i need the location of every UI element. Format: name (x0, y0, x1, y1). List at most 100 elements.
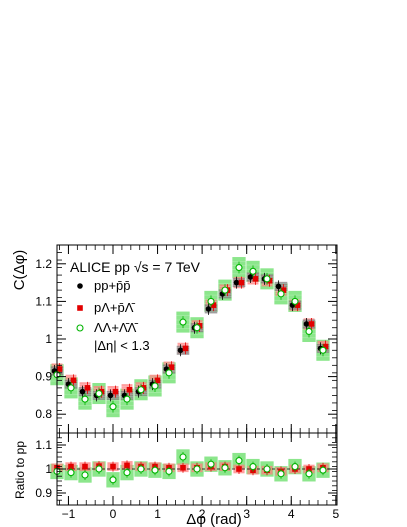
main-point-series2 (81, 395, 89, 403)
legend: pp+p̄p̄ pΛ+p̄Λ̄ ΛΛ+Λ̄Λ̄ (76, 278, 138, 335)
experiment-annotation: ALICE pp √s = 7 TeV (70, 259, 201, 275)
ratio-point-series1 (263, 465, 271, 473)
x-tick-label: 4 (288, 507, 295, 521)
main-point-series1 (322, 343, 329, 350)
y-tick-label: 1.1 (35, 438, 52, 452)
ratio-point-series1 (179, 453, 187, 461)
main-point-series1 (70, 377, 77, 384)
main-point-series2 (165, 369, 173, 377)
main-point-series1 (238, 279, 245, 286)
x-axis-label: Δφ (rad) (186, 511, 242, 527)
y-tick-label: 1.2 (35, 257, 52, 271)
main-point-series2 (179, 318, 187, 326)
main-point-series0 (107, 392, 114, 399)
legend-marker-series0 (77, 283, 83, 289)
main-point-series0 (303, 321, 310, 327)
ratio-point-series0 (82, 463, 88, 470)
y-tick-label: 0.8 (35, 407, 52, 421)
main-point-series2 (207, 297, 215, 305)
ratio-point-series0 (124, 462, 130, 469)
main-point-series0 (247, 274, 254, 280)
ratio-point-series0 (68, 463, 74, 470)
axes-ticks: 0.8 0.9 1 1.1 1.2 0.9 1 1.1 −1 0 1 2 3 4 5 (35, 244, 339, 521)
y-tick-label: 1 (45, 462, 52, 476)
main-point-series0 (177, 347, 184, 354)
ratio-point-series1 (151, 466, 159, 474)
ratio-point-series1 (95, 465, 103, 473)
main-point-series2 (137, 386, 145, 394)
main-point-series1 (168, 364, 175, 370)
main-point-series2 (235, 264, 243, 272)
ratio-systematic-bands (50, 449, 330, 488)
main-point-series2 (109, 403, 117, 411)
main-point-series2 (305, 327, 313, 336)
main-point-series1 (84, 385, 91, 391)
main-point-series1 (210, 302, 217, 308)
main-point-series1 (182, 345, 189, 352)
main-point-series2 (221, 286, 229, 294)
main-point-series1 (154, 377, 161, 384)
y-tick-label: 1 (45, 332, 52, 346)
main-data-points (51, 261, 329, 413)
main-point-series1 (112, 388, 119, 395)
ratio-point-series0 (180, 465, 186, 471)
main-point-series2 (193, 324, 201, 332)
x-tick-label: 1 (154, 507, 161, 521)
main-point-series2 (123, 395, 131, 403)
ratio-y-axis-label: Ratio to pp (13, 441, 27, 499)
main-point-series1 (126, 386, 133, 393)
main-point-series2 (249, 267, 257, 275)
main-point-series2 (95, 389, 103, 398)
x-tick-label: 0 (110, 507, 117, 521)
ratio-point-series1 (193, 465, 201, 473)
ratio-point-series1 (277, 470, 285, 478)
legend-marker-series1 (77, 305, 83, 311)
main-point-series1 (280, 287, 287, 293)
main-y-axis-label: C(Δφ) (11, 250, 28, 291)
ratio-point-series1 (109, 476, 117, 484)
legend-label-series0: pp+p̄p̄ (94, 278, 131, 293)
ratio-point-series1 (81, 471, 89, 479)
ratio-point-series1 (319, 466, 327, 474)
ratio-point-series1 (249, 463, 257, 471)
ratio-point-series1 (137, 465, 145, 473)
ratio-point-series1 (165, 467, 173, 475)
main-point-series1 (294, 302, 301, 308)
main-point-series1 (308, 321, 315, 327)
ratio-data-points (53, 452, 337, 485)
x-tick-label: 3 (243, 507, 250, 521)
ratio-point-series1 (291, 463, 299, 471)
ratio-point-series1 (123, 469, 131, 477)
ratio-point-series0 (110, 463, 116, 470)
legend-label-series1: pΛ+p̄Λ̄ (94, 300, 135, 315)
main-point-series1 (56, 366, 63, 372)
main-point-series2 (277, 290, 285, 298)
x-tick-label: 2 (199, 507, 206, 521)
y-tick-label: 1.1 (35, 294, 52, 308)
main-point-series1 (252, 276, 259, 282)
x-tick-label: 5 (332, 507, 339, 521)
main-point-series0 (275, 283, 282, 290)
legend-marker-series2 (76, 324, 84, 332)
main-point-series2 (319, 346, 327, 354)
main-systematic-bands (50, 257, 330, 418)
y-tick-label: 0.9 (35, 486, 52, 500)
ratio-point-series1 (67, 469, 75, 477)
legend-label-series2: ΛΛ+Λ̄Λ̄ (94, 320, 138, 335)
main-point-series2 (263, 275, 271, 283)
ratio-point-series1 (221, 464, 229, 472)
ratio-point-series1 (207, 460, 215, 468)
main-point-series2 (151, 382, 159, 390)
y-tick-label: 0.9 (35, 370, 52, 384)
ratio-point-series1 (235, 457, 243, 465)
eta-cut-annotation: |Δη| < 1.3 (94, 338, 150, 353)
x-tick-label: −1 (62, 507, 76, 521)
main-point-series0 (233, 279, 240, 286)
main-point-series2 (67, 384, 75, 392)
main-point-series0 (79, 388, 86, 395)
ratio-point-series0 (236, 466, 242, 472)
main-point-series2 (291, 297, 299, 305)
main-point-series0 (205, 306, 212, 312)
ratio-point-series1 (305, 470, 313, 478)
